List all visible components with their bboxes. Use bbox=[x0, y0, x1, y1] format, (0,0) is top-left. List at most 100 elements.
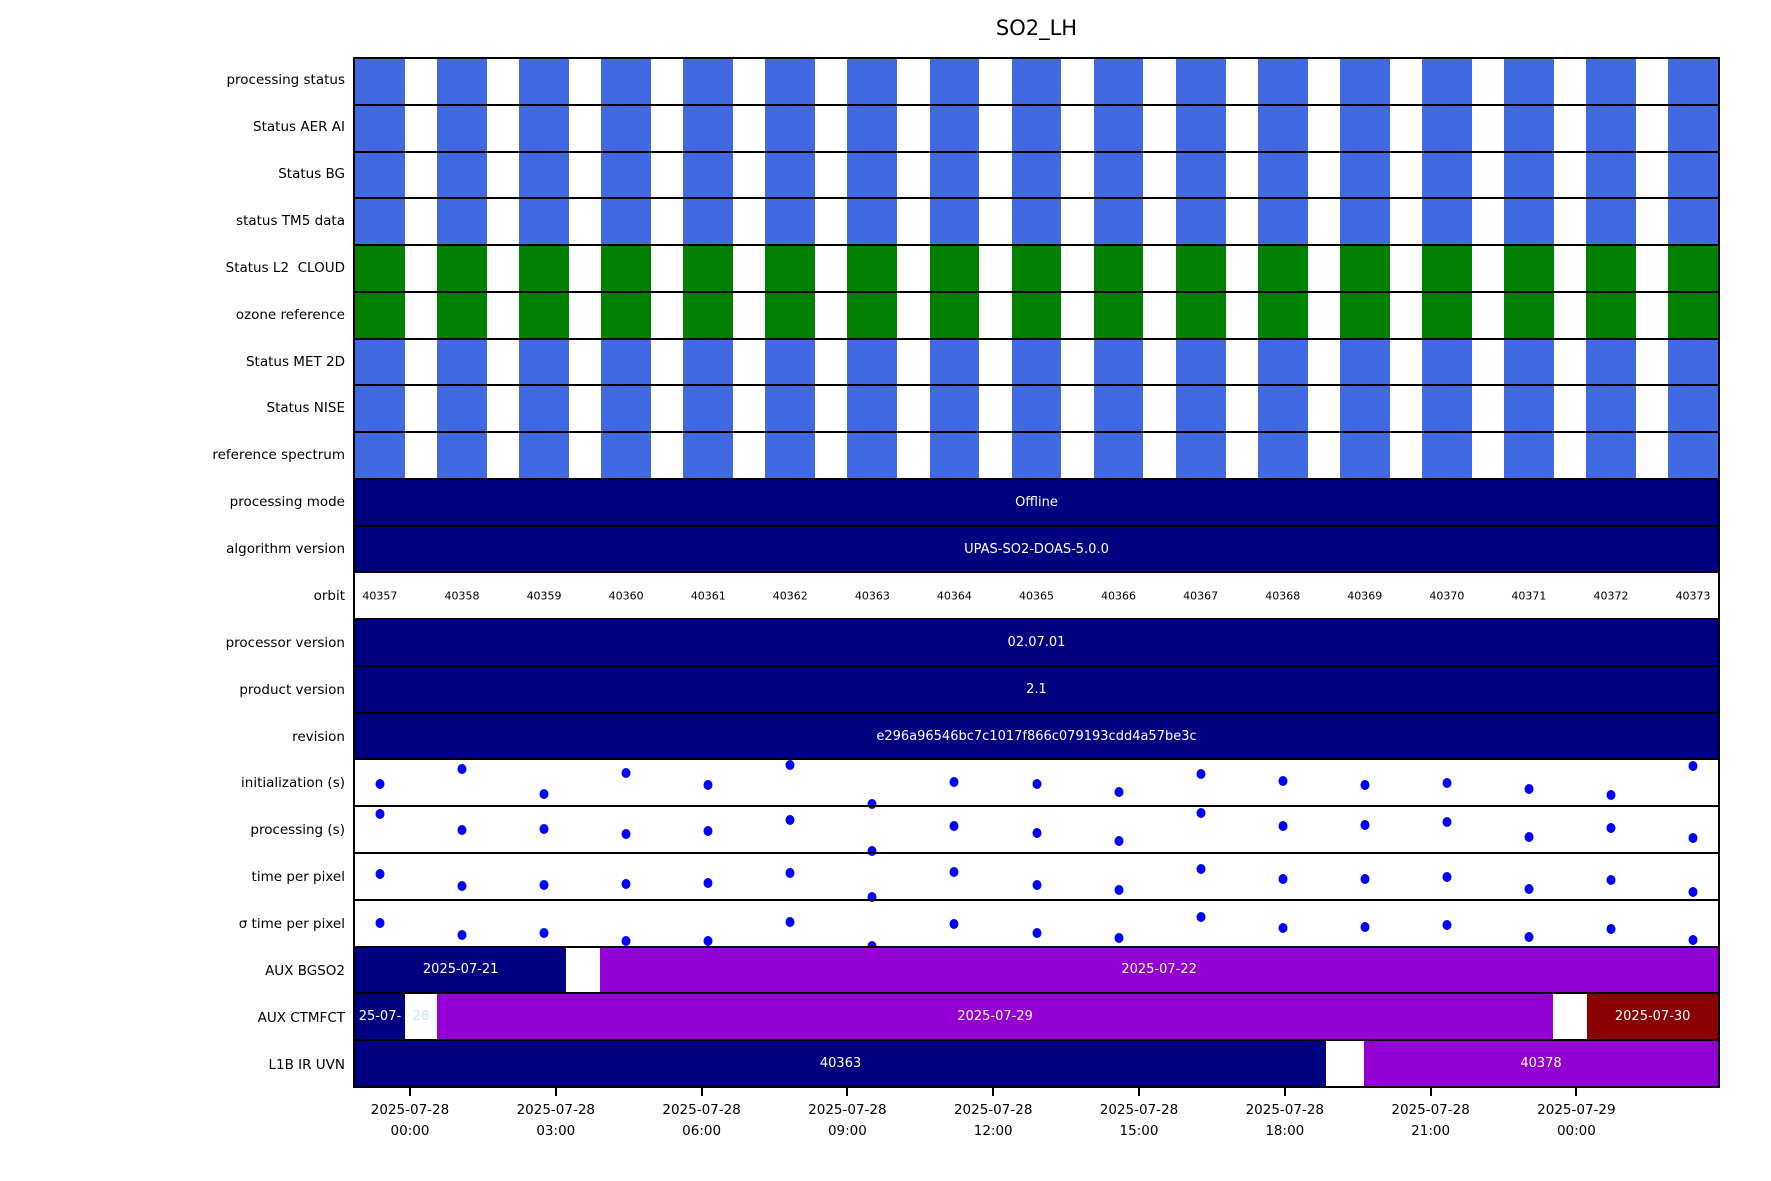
row-orbit: 40357 40358 40359 40360 40361 40362 40363 40364… bbox=[355, 571, 1718, 618]
orbit-status-bar bbox=[1421, 339, 1472, 385]
row-status-nise bbox=[355, 384, 1718, 432]
scatter-dot bbox=[621, 879, 631, 889]
orbit-status-bar bbox=[355, 433, 405, 478]
row-status-met-2d bbox=[355, 337, 1718, 385]
scatter-dot bbox=[1524, 831, 1534, 842]
row-processing-mode: Offline bbox=[355, 477, 1718, 525]
orbit-status-bar bbox=[683, 292, 734, 338]
orbit-status-bar bbox=[1668, 339, 1718, 385]
band-value: Offline bbox=[1015, 494, 1058, 510]
scatter-dot bbox=[1360, 873, 1370, 884]
orbit-status-bar bbox=[929, 386, 980, 432]
scatter-dot bbox=[1114, 884, 1124, 895]
orbit-status-bar bbox=[601, 386, 652, 432]
scatter-dot bbox=[1442, 872, 1452, 883]
x-axis-tick-mark bbox=[1575, 1088, 1578, 1096]
orbit-status-bar bbox=[847, 59, 898, 104]
orbit-status-bar bbox=[1257, 292, 1308, 338]
scatter-dot bbox=[1032, 880, 1041, 891]
orbit-status-bar bbox=[1586, 386, 1636, 432]
row-reference-spectrum bbox=[355, 431, 1718, 478]
row-label: processing status bbox=[226, 72, 345, 89]
orbit-status-bar bbox=[1504, 433, 1554, 478]
scatter-dot bbox=[867, 845, 877, 856]
orbit-status-bar bbox=[929, 433, 980, 478]
scatter-dot bbox=[539, 880, 549, 891]
orbit-number: 40371 bbox=[1511, 589, 1547, 603]
scatter-dot bbox=[1196, 911, 1206, 922]
row-revision: e296a96546bc7c1017f866c079193cdd4a57be3c bbox=[355, 711, 1718, 759]
row-label: σ time per pixel bbox=[238, 915, 345, 932]
scatter-dot bbox=[457, 764, 467, 775]
scatter-dot bbox=[1606, 923, 1616, 934]
orbit-status-bar bbox=[847, 433, 898, 478]
orbit-status-bar bbox=[601, 105, 652, 151]
row-label: processing mode bbox=[229, 494, 345, 511]
scatter-dot bbox=[1114, 786, 1124, 797]
orbit-status-bar bbox=[1257, 246, 1308, 291]
scatter-dot bbox=[1114, 932, 1124, 943]
x-axis-tick-mark bbox=[1283, 1088, 1286, 1096]
plot-area: Offline UPAS-SO2-DOAS-5.0.0 40357 40358 4035… bbox=[353, 57, 1720, 1088]
x-axis-tick-mark bbox=[992, 1088, 995, 1096]
orbit-status-bar bbox=[437, 386, 487, 432]
orbit-status-bar bbox=[1421, 292, 1472, 338]
orbit-status-bar bbox=[519, 386, 569, 432]
scatter-dot bbox=[1442, 816, 1452, 827]
orbit-status-bar bbox=[1175, 199, 1226, 245]
row-algorithm-version: UPAS-SO2-DOAS-5.0.0 bbox=[355, 524, 1718, 572]
orbit-status-bar bbox=[683, 246, 734, 291]
scatter-dot bbox=[949, 821, 959, 832]
scatter-dot bbox=[785, 814, 795, 825]
orbit-status-bar bbox=[519, 246, 569, 291]
orbit-status-bar bbox=[683, 433, 734, 478]
row-label: AUX CTMFCT bbox=[257, 1009, 345, 1026]
orbit-number: 40372 bbox=[1593, 589, 1629, 603]
orbit-status-bar bbox=[765, 339, 816, 385]
x-axis-tick-label: 2025-07-28 00:00 bbox=[370, 1102, 450, 1139]
orbit-status-bar bbox=[1175, 339, 1226, 385]
gantt-segment bbox=[1326, 1041, 1365, 1086]
orbit-status-bar bbox=[765, 246, 816, 291]
orbit-status-bar bbox=[437, 246, 487, 291]
orbit-status-bar bbox=[1504, 386, 1554, 432]
orbit-status-bar bbox=[519, 433, 569, 478]
scatter-dot bbox=[1196, 807, 1206, 818]
orbit-status-bar bbox=[1093, 199, 1144, 245]
scatter-dot bbox=[1688, 760, 1698, 771]
orbit-status-bar bbox=[1011, 339, 1062, 385]
orbit-status-bar bbox=[601, 246, 652, 291]
orbit-number: 40368 bbox=[1265, 589, 1301, 603]
orbit-status-bar bbox=[355, 292, 405, 338]
orbit-status-bar bbox=[929, 246, 980, 291]
row-label: Status NISE bbox=[266, 400, 346, 417]
orbit-status-bar bbox=[601, 433, 652, 478]
orbit-status-bar bbox=[683, 59, 734, 104]
orbit-status-bar bbox=[847, 246, 898, 291]
scatter-dot bbox=[949, 919, 959, 930]
orbit-status-bar bbox=[1257, 339, 1308, 385]
row-processor-version: 02.07.01 bbox=[355, 618, 1718, 665]
band-value: 02.07.01 bbox=[1007, 635, 1066, 651]
row-label: Status BG bbox=[278, 166, 345, 183]
scatter-dot bbox=[1196, 863, 1206, 874]
gantt-segment: 2025-07-21 bbox=[355, 947, 567, 993]
orbit-status-bar bbox=[1586, 246, 1636, 291]
orbit-status-bar bbox=[1093, 386, 1144, 432]
x-axis-tick-mark bbox=[1429, 1088, 1432, 1096]
orbit-status-bar bbox=[1339, 152, 1390, 198]
scatter-dot bbox=[375, 808, 385, 819]
scatter-dot bbox=[1442, 920, 1452, 931]
orbit-status-bar bbox=[1175, 59, 1226, 104]
orbit-status-bar bbox=[601, 339, 652, 385]
scatter-dot bbox=[949, 866, 959, 877]
row-status-bg bbox=[355, 150, 1718, 198]
orbit-status-bar bbox=[1339, 339, 1390, 385]
row-label: Status L2 CLOUD bbox=[225, 259, 345, 276]
orbit-status-bar bbox=[929, 339, 980, 385]
band-value: e296a96546bc7c1017f866c079193cdd4a57be3c bbox=[876, 728, 1197, 744]
x-axis-tick-mark bbox=[1138, 1088, 1140, 1096]
orbit-status-bar bbox=[1093, 59, 1144, 104]
scatter-dot bbox=[457, 881, 467, 892]
row-status-tm5-data bbox=[355, 197, 1718, 245]
